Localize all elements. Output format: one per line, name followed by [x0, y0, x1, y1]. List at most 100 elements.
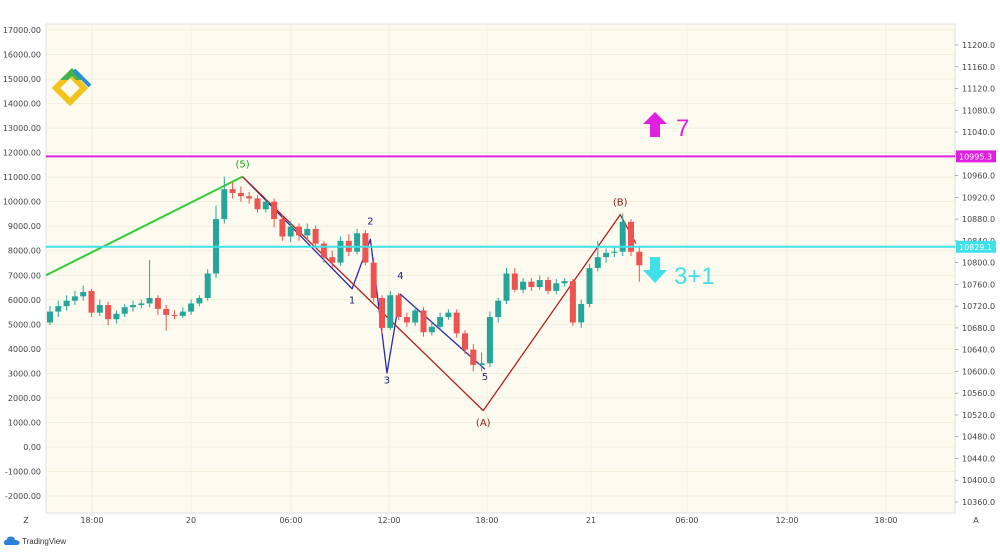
candle-bearish	[320, 240, 327, 263]
candle-body	[121, 307, 128, 314]
candle-body	[271, 201, 278, 220]
candle-body	[569, 281, 576, 323]
candle-bullish	[354, 228, 361, 255]
down-target-label: 3+1	[674, 263, 715, 290]
candle-bullish	[619, 213, 626, 257]
right-axis-tick-label: 10880.0	[962, 215, 995, 224]
candle-bullish	[578, 299, 585, 328]
price-level-tag[interactable]	[956, 240, 996, 253]
candle-bearish	[296, 223, 302, 241]
candle-body	[146, 297, 153, 304]
candle-body	[320, 243, 327, 258]
candle-bullish	[445, 309, 452, 320]
left-axis-tick-label: 9000.00	[8, 222, 41, 231]
candle-body	[188, 303, 195, 312]
right-axis-tick-label: 10600.0	[962, 367, 995, 376]
candle-body	[279, 219, 286, 237]
candle-body	[511, 273, 518, 290]
candle-body	[329, 257, 336, 263]
left-axis-tick-label: 13000.00	[3, 124, 41, 133]
candle-bearish	[470, 344, 477, 372]
zoom-reset-button[interactable]: Z	[23, 516, 29, 525]
left-price-axis[interactable]: 17000.00 16000.00 15000.00 14000.00 13000.00…	[3, 26, 41, 501]
candle-bearish	[229, 182, 236, 199]
candle-bearish	[246, 191, 253, 204]
tradingview-label: TradingView	[22, 537, 67, 546]
candle-body	[163, 308, 170, 315]
candle-bullish	[536, 275, 543, 290]
candle-body	[337, 240, 344, 263]
price-level-tag[interactable]	[956, 150, 996, 163]
auto-scale-button[interactable]: A	[973, 516, 979, 525]
candle-bullish	[262, 198, 269, 213]
candle-bullish	[387, 290, 394, 331]
arrow-up-icon	[643, 112, 667, 137]
candle-body	[379, 297, 385, 328]
candle-bullish	[412, 306, 419, 326]
logo-green-shape	[60, 68, 84, 80]
candle-body	[403, 317, 410, 323]
candle-bullish	[221, 176, 228, 224]
left-axis-tick-label: 16000.00	[3, 51, 41, 60]
logo-cross-line	[72, 68, 92, 88]
candle-body	[437, 317, 444, 327]
candle-body	[578, 303, 585, 323]
candle-body	[586, 268, 593, 304]
time-axis[interactable]: 18:00 20 06:00 12:00 18:00 21 06:00 12:00 18:00 Z…	[23, 516, 979, 525]
candle-body	[478, 363, 485, 365]
candle-bullish	[495, 297, 502, 323]
candle-body	[486, 317, 493, 364]
candle-bullish	[113, 310, 120, 324]
candle-bullish	[503, 268, 510, 304]
right-axis-tick-label: 10760.0	[962, 280, 995, 289]
candle-bearish	[279, 214, 286, 241]
plot-area[interactable]	[45, 23, 956, 514]
brand-logo	[51, 68, 92, 107]
right-axis-tick-label: 10480.0	[962, 433, 995, 442]
candle-bullish	[287, 221, 294, 242]
left-axis-tick-label: 14000.00	[3, 100, 41, 109]
candle-bearish	[395, 293, 402, 321]
left-axis-tick-label: 12000.00	[3, 149, 41, 158]
arrow-down-icon	[643, 257, 667, 283]
horizontal-levels[interactable]: 10995.3 10829.1	[46, 150, 996, 253]
candle-body	[545, 280, 551, 291]
candle-bearish	[462, 330, 468, 355]
price-level-value: 10829.1	[959, 243, 992, 252]
candle-body	[237, 192, 244, 197]
candle-bullish	[196, 295, 203, 307]
candle-body	[96, 305, 103, 313]
right-axis-tick-label: 11120.0	[962, 85, 995, 94]
tradingview-cloud-icon	[4, 536, 20, 545]
price-level[interactable]: 10829.1	[46, 240, 996, 253]
wave-label-3: 2	[367, 217, 373, 228]
wave-1-5-line	[242, 176, 486, 374]
down-target-annotation: 3+1	[643, 257, 715, 290]
candle-body	[412, 310, 419, 323]
candle-body	[262, 201, 269, 210]
left-axis-tick-label: 11000.00	[3, 173, 41, 182]
candle-bullish	[146, 259, 153, 308]
wave-label-4: 3	[384, 375, 390, 386]
candle-bullish	[63, 295, 70, 311]
candle-body	[553, 283, 560, 291]
candle-body	[105, 305, 112, 320]
candle-bearish	[569, 278, 576, 326]
tradingview-brand[interactable]: TradingView	[4, 536, 67, 546]
left-axis-tick-label: 8000.00	[8, 247, 41, 256]
candle-body	[445, 312, 452, 318]
time-axis-tick-label: 18:00	[874, 516, 897, 525]
candle-body	[420, 310, 427, 333]
price-level[interactable]: 10995.3	[46, 150, 996, 163]
right-axis-tick-label: 10920.0	[962, 193, 995, 202]
candle-bearish	[370, 258, 377, 302]
candle-bullish	[586, 263, 593, 308]
candle-bearish	[88, 288, 95, 318]
right-axis-tick-label: 10560.0	[962, 389, 995, 398]
wave-label-7: (A)	[476, 418, 491, 429]
candle-body	[354, 233, 361, 252]
candle-body	[520, 281, 527, 290]
candle-bullish	[47, 306, 53, 326]
wave-label-1: (5)	[235, 159, 249, 170]
